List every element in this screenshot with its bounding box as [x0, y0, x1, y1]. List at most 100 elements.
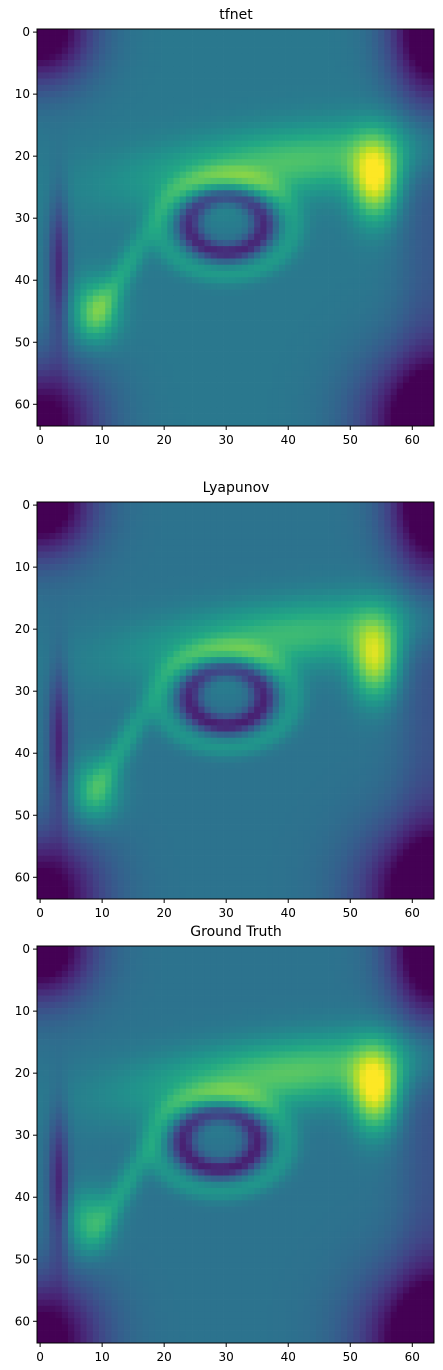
heatmap-cell [260, 339, 267, 346]
heatmap-cell [285, 202, 292, 210]
heatmap-cell [179, 576, 187, 583]
heatmap-cell [359, 258, 367, 266]
heatmap-cell [285, 177, 292, 185]
heatmap-cell [99, 165, 106, 173]
heatmap-cell [396, 202, 404, 210]
heatmap-cell [291, 60, 298, 67]
heatmap-cell [359, 295, 367, 303]
heatmap-cell [185, 582, 193, 590]
heatmap-cell [260, 277, 267, 284]
heatmap-cell [303, 539, 311, 546]
heatmap-cell [291, 153, 298, 160]
heatmap-cell [55, 252, 63, 259]
heatmap-cell [378, 78, 385, 86]
heatmap-cell [74, 520, 81, 528]
heatmap-cell [378, 153, 385, 160]
heatmap-cell [111, 41, 118, 48]
heatmap-cell [68, 84, 75, 92]
heatmap-cell [216, 72, 224, 79]
heatmap-cell [328, 570, 336, 577]
heatmap-cell [291, 202, 298, 210]
heatmap-cell [179, 332, 187, 340]
heatmap-cell [297, 109, 305, 117]
heatmap-cell [316, 576, 323, 583]
heatmap-cell [86, 97, 94, 104]
heatmap-cell [99, 363, 106, 371]
heatmap-cell [303, 545, 311, 552]
heatmap-cell [229, 171, 236, 179]
heatmap-cell [390, 388, 398, 396]
heatmap-cell [117, 29, 125, 36]
heatmap-cell [74, 557, 81, 565]
heatmap-cell [409, 128, 416, 135]
heatmap-cell [204, 78, 212, 86]
heatmap-cell [74, 221, 81, 228]
heatmap-cell [86, 29, 94, 36]
heatmap-cell [198, 345, 205, 352]
heatmap-cell [285, 239, 292, 247]
heatmap-cell [378, 407, 385, 414]
heatmap-cell [322, 91, 329, 98]
heatmap-cell [247, 202, 255, 210]
heatmap-cell [353, 159, 360, 166]
heatmap-cell [198, 545, 205, 552]
heatmap-cell [105, 326, 112, 334]
heatmap-cell [409, 539, 416, 546]
heatmap-cell [130, 72, 137, 79]
heatmap-cell [117, 134, 125, 141]
heatmap-cell [154, 171, 162, 179]
heatmap-cell [216, 146, 224, 154]
heatmap-cell [161, 233, 168, 241]
heatmap-cell [49, 388, 56, 396]
heatmap-cell [241, 270, 249, 278]
heatmap-cell [340, 382, 348, 390]
heatmap-cell [359, 29, 367, 36]
heatmap-cell [105, 221, 112, 228]
heatmap-cell [359, 520, 367, 528]
heatmap-cell [167, 84, 174, 92]
heatmap-cell [384, 576, 391, 583]
heatmap-cell [365, 270, 373, 278]
heatmap-cell [80, 47, 87, 55]
heatmap-cell [384, 208, 391, 216]
heatmap-cell [123, 320, 131, 328]
heatmap-cell [37, 227, 44, 235]
heatmap-cell [260, 419, 267, 427]
heatmap-cell [204, 159, 212, 166]
heatmap-cell [192, 41, 199, 48]
heatmap-cell [340, 363, 348, 371]
heatmap-cell [297, 66, 305, 73]
heatmap-cell [80, 345, 87, 352]
heatmap-cell [123, 29, 131, 36]
heatmap-cell [130, 326, 137, 334]
heatmap-cell [55, 508, 63, 515]
heatmap-cell [142, 345, 149, 352]
heatmap-cell [142, 308, 149, 315]
heatmap-cell [402, 246, 410, 253]
heatmap-cell [223, 514, 230, 521]
heatmap-cell [173, 345, 181, 352]
heatmap-cell [55, 539, 63, 546]
heatmap-cell [80, 153, 87, 160]
heatmap-cell [254, 270, 261, 278]
heatmap-cell [123, 159, 131, 166]
heatmap-cell [347, 520, 354, 528]
heatmap-cell [111, 78, 118, 86]
heatmap-cell [204, 502, 212, 509]
heatmap-cell [390, 221, 398, 228]
heatmap-cell [161, 134, 168, 141]
heatmap-cell [285, 215, 292, 222]
heatmap-cell [365, 394, 373, 402]
heatmap-cell [55, 153, 63, 160]
heatmap-cell [297, 53, 305, 61]
heatmap-cell [92, 66, 100, 73]
heatmap-cell [291, 407, 298, 414]
heatmap-cell [285, 551, 292, 559]
heatmap-cell [37, 29, 44, 36]
heatmap-cell [291, 508, 298, 515]
heatmap-cell [378, 277, 385, 284]
heatmap-cell [371, 29, 379, 36]
heatmap-cell [272, 165, 280, 173]
heatmap-cell [347, 171, 354, 179]
heatmap-cell [260, 134, 267, 141]
